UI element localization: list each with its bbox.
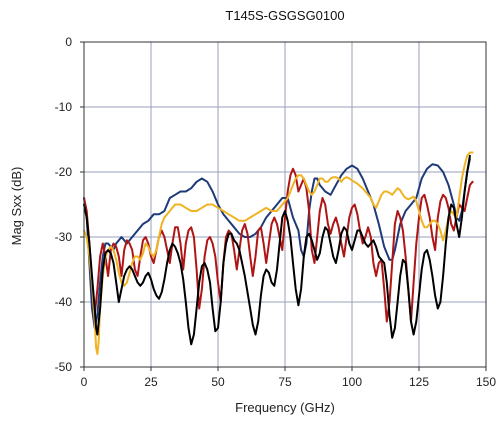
- y-tick-label-3: -30: [55, 230, 73, 244]
- x-tick-label-5: 125: [409, 375, 429, 389]
- y-axis-ticks: 0 -10 -20 -30 -40 -50: [55, 35, 84, 374]
- plot-series: [83, 151, 474, 355]
- x-tick-label-6: 150: [476, 375, 496, 389]
- y-tick-label-4: -40: [55, 295, 73, 309]
- x-axis-ticks: 0 25 50 75 100 125 150: [81, 367, 496, 389]
- y-axis-title: Mag Sxx (dB): [9, 167, 24, 246]
- chart-title: T145S-GSGSG0100: [225, 8, 344, 23]
- series-line-3: [83, 154, 471, 346]
- x-tick-label-2: 50: [211, 375, 225, 389]
- x-axis-title: Frequency (GHz): [235, 400, 335, 415]
- x-tick-label-4: 100: [342, 375, 362, 389]
- y-tick-label-5: -50: [55, 360, 73, 374]
- y-tick-label-2: -20: [55, 165, 73, 179]
- x-tick-label-3: 75: [278, 375, 292, 389]
- x-tick-label-1: 25: [144, 375, 158, 389]
- x-tick-label-0: 0: [81, 375, 88, 389]
- y-tick-label-1: -10: [55, 100, 73, 114]
- y-tick-label-0: 0: [65, 35, 72, 49]
- series-line-2: [83, 151, 474, 355]
- series-line-1: [83, 167, 474, 323]
- grid: [83, 41, 487, 368]
